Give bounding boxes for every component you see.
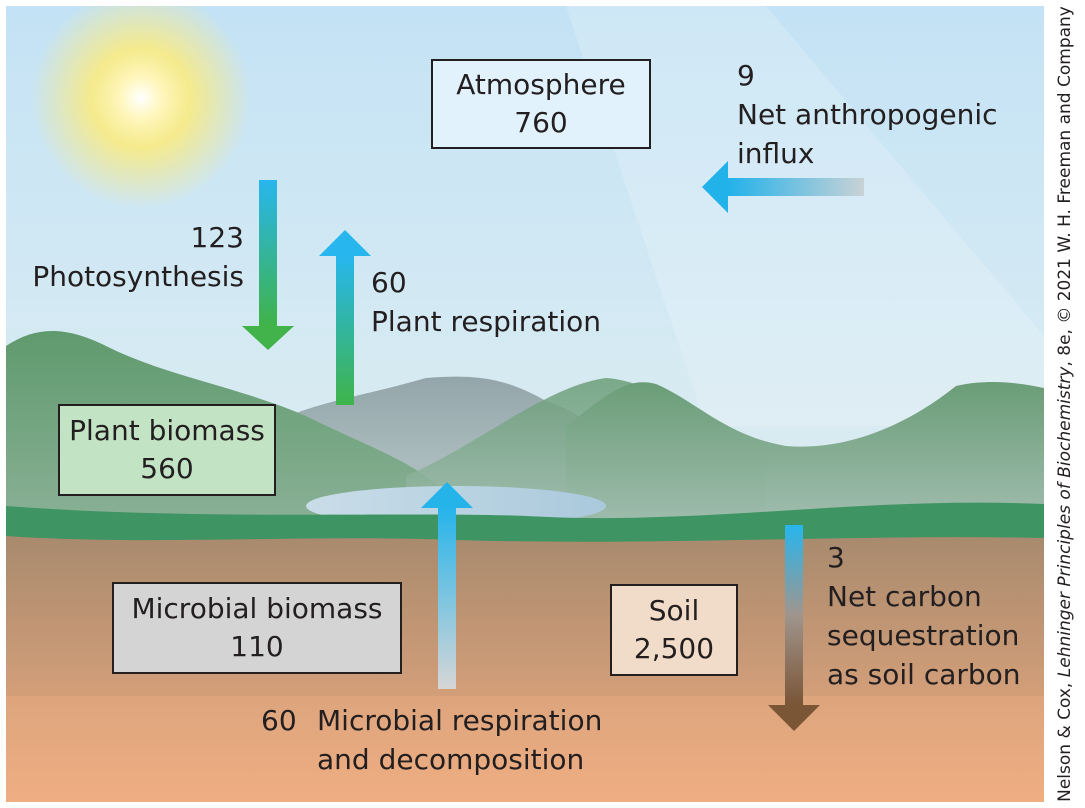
plant-biomass-box: Plant biomass 560 [58, 404, 276, 496]
anthropogenic-line2: influx [737, 137, 815, 170]
photosynthesis-value: 123 [190, 221, 244, 254]
copyright-credit: Nelson & Cox, Lehninger Principles of Bi… [1050, 6, 1080, 802]
credit-text: Nelson & Cox, Lehninger Principles of Bi… [1055, 6, 1075, 802]
microbial-respiration-line2: and decomposition [317, 743, 585, 776]
anthropogenic-line1: Net anthropogenic [737, 98, 998, 131]
sequestration-line1: Net carbon [827, 580, 982, 613]
plant-respiration-arrow [319, 230, 371, 405]
anthropogenic-label: 9 Net anthropogenic influx [737, 56, 998, 173]
microbial-biomass-box: Microbial biomass 110 [112, 582, 402, 674]
credit-prefix: Nelson & Cox, [1055, 677, 1075, 802]
credit-suffix: , 8e, © 2021 W. H. Freeman and Company [1055, 6, 1075, 367]
anthropogenic-value: 9 [737, 59, 755, 92]
photosynthesis-arrow [242, 180, 294, 350]
credit-book: Lehninger Principles of Biochemistry [1055, 366, 1075, 678]
soil-box: Soil 2,500 [610, 584, 738, 676]
microbial-respiration-label: 60 Microbial respiration and decompositi… [261, 701, 602, 779]
microbial-respiration-line1: Microbial respiration [317, 704, 603, 737]
plant-respiration-value: 60 [371, 266, 407, 299]
light-beam [566, 6, 1044, 426]
plant-biomass-name: Plant biomass [69, 414, 265, 447]
microbial-respiration-arrow [421, 482, 473, 689]
plant-biomass-value: 560 [140, 452, 194, 485]
microbial-biomass-name: Microbial biomass [131, 592, 383, 625]
sequestration-line2: sequestration [827, 619, 1020, 652]
soil-name: Soil [648, 594, 700, 627]
atmosphere-box: Atmosphere 760 [431, 59, 651, 149]
photosynthesis-label: 123 Photosynthesis [16, 218, 244, 296]
sequestration-arrow [768, 525, 820, 731]
plant-respiration-text: Plant respiration [371, 305, 602, 338]
treeline [6, 502, 1044, 551]
sequestration-label: 3 Net carbon sequestration as soil carbo… [827, 538, 1021, 694]
carbon-cycle-diagram: Atmosphere 760 Plant biomass 560 Microbi… [6, 6, 1044, 802]
sequestration-value: 3 [827, 541, 845, 574]
microbial-respiration-value: 60 [261, 704, 297, 737]
soil-band [6, 696, 1044, 802]
photosynthesis-text: Photosynthesis [32, 260, 244, 293]
anthropogenic-arrow [702, 161, 864, 213]
soil-value: 2,500 [633, 632, 715, 665]
plant-respiration-label: 60 Plant respiration [371, 263, 601, 341]
sun-icon [31, 6, 251, 208]
atmosphere-value: 760 [514, 106, 568, 139]
sequestration-line3: as soil carbon [827, 658, 1021, 691]
microbial-biomass-value: 110 [230, 630, 284, 663]
atmosphere-name: Atmosphere [456, 68, 626, 101]
